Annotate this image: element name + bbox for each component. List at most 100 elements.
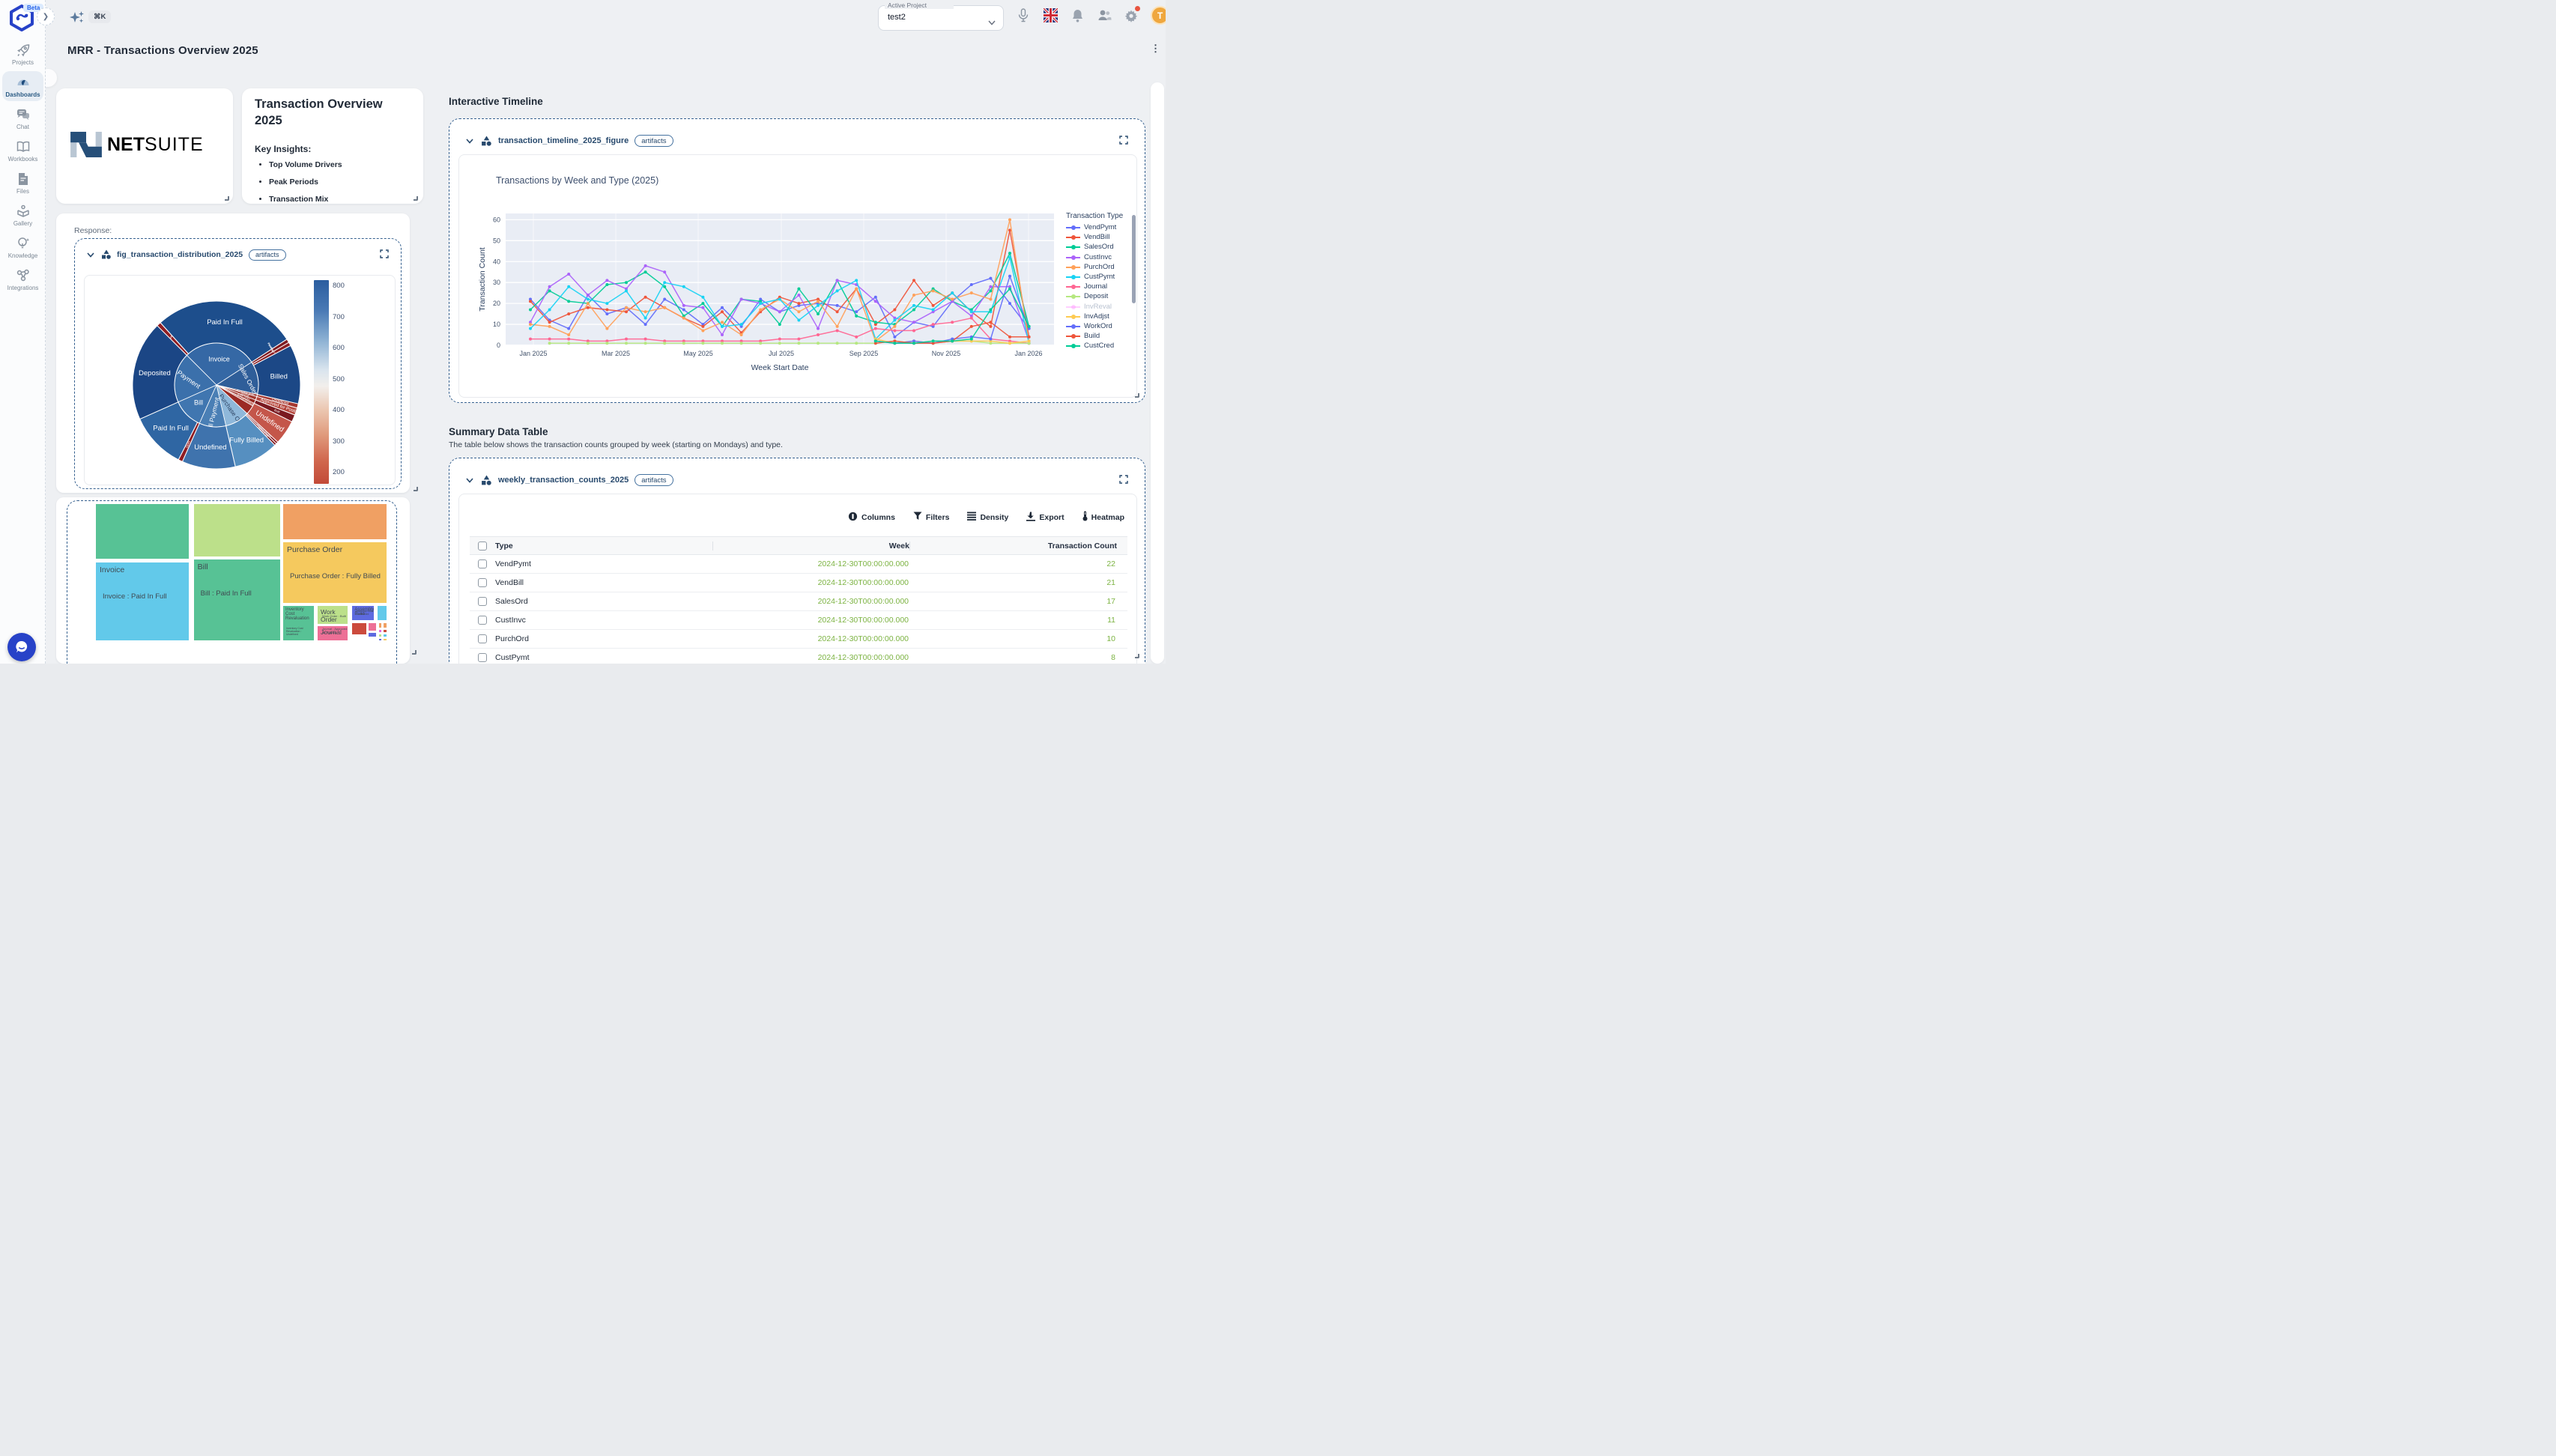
data-point[interactable]	[855, 279, 858, 282]
data-point[interactable]	[663, 339, 667, 343]
data-point[interactable]	[721, 310, 724, 314]
artifacts-badge[interactable]: artifacts	[635, 474, 673, 486]
data-point[interactable]	[893, 308, 897, 312]
data-point[interactable]	[931, 308, 935, 312]
data-point[interactable]	[912, 329, 915, 333]
data-point[interactable]	[989, 339, 993, 343]
export-button[interactable]: Export	[1026, 512, 1065, 524]
data-point[interactable]	[817, 303, 820, 307]
data-point[interactable]	[873, 337, 877, 341]
treemap-cell[interactable]	[282, 503, 387, 540]
data-point[interactable]	[873, 300, 877, 303]
data-point[interactable]	[586, 342, 590, 345]
expand-icon[interactable]	[1119, 136, 1128, 145]
artifacts-badge[interactable]: artifacts	[635, 135, 673, 147]
legend-item-PurchOrd[interactable]: PurchOrd	[1066, 262, 1135, 272]
data-point[interactable]	[529, 337, 532, 341]
users-icon[interactable]	[1097, 8, 1112, 23]
data-point[interactable]	[567, 337, 571, 341]
data-point[interactable]	[625, 342, 628, 345]
data-point[interactable]	[701, 329, 705, 333]
data-point[interactable]	[989, 337, 993, 341]
data-point[interactable]	[701, 306, 705, 309]
data-point[interactable]	[586, 339, 590, 343]
data-point[interactable]	[969, 339, 973, 343]
data-point[interactable]	[625, 306, 628, 309]
row-checkbox[interactable]	[478, 578, 487, 587]
data-point[interactable]	[701, 302, 705, 306]
column-header-count[interactable]: Transaction Count	[1047, 541, 1117, 550]
data-point[interactable]	[912, 339, 915, 343]
data-point[interactable]	[529, 297, 532, 301]
treemap-cell[interactable]	[368, 632, 378, 638]
data-point[interactable]	[931, 310, 935, 314]
artifact-name[interactable]: fig_transaction_distribution_2025	[117, 250, 243, 259]
data-point[interactable]	[797, 337, 801, 341]
data-point[interactable]	[912, 303, 915, 307]
data-point[interactable]	[989, 324, 993, 328]
data-point[interactable]	[835, 310, 839, 314]
treemap-cell[interactable]	[382, 634, 387, 637]
data-point[interactable]	[529, 308, 532, 312]
data-point[interactable]	[625, 310, 628, 314]
data-point[interactable]	[1008, 255, 1011, 259]
data-point[interactable]	[682, 342, 685, 345]
data-point[interactable]	[625, 281, 628, 285]
sidebar-item-dashboards[interactable]: Dashboards	[2, 71, 43, 101]
data-point[interactable]	[759, 339, 763, 343]
active-project-select[interactable]: Active Project test2	[878, 1, 1004, 31]
data-point[interactable]	[969, 310, 973, 314]
treemap-cell[interactable]	[378, 634, 382, 637]
data-point[interactable]	[797, 302, 801, 306]
sidebar-item-knowledge[interactable]: Knowledge	[2, 232, 43, 262]
data-point[interactable]	[931, 339, 935, 343]
data-point[interactable]	[643, 295, 647, 299]
resize-handle[interactable]	[412, 650, 417, 655]
data-point[interactable]	[912, 293, 915, 297]
table-row[interactable]: PurchOrd 2024-12-30T00:00:00.000 10	[470, 630, 1127, 649]
data-point[interactable]	[951, 339, 954, 343]
data-point[interactable]	[759, 297, 763, 301]
resize-handle[interactable]	[1135, 393, 1139, 398]
data-point[interactable]	[759, 302, 763, 306]
data-point[interactable]	[969, 316, 973, 320]
treemap-cell[interactable]: Invoice Invoice : Paid In Full	[95, 561, 190, 641]
data-point[interactable]	[567, 300, 571, 303]
data-point[interactable]	[721, 339, 724, 343]
support-chat-button[interactable]	[7, 633, 36, 661]
data-point[interactable]	[817, 327, 820, 330]
collapse-chevron-icon[interactable]	[87, 252, 94, 258]
data-point[interactable]	[605, 282, 609, 286]
treemap-cell[interactable]: Assembly Build Assembly Build : Undefined	[351, 605, 375, 622]
data-point[interactable]	[759, 308, 763, 312]
resize-handle[interactable]	[414, 487, 418, 491]
data-point[interactable]	[1008, 335, 1011, 339]
treemap-cell[interactable]	[193, 503, 282, 557]
row-checkbox[interactable]	[478, 559, 487, 568]
data-point[interactable]	[835, 289, 839, 293]
data-point[interactable]	[989, 289, 993, 293]
collapse-chevron-icon[interactable]	[466, 138, 473, 144]
data-point[interactable]	[739, 323, 743, 327]
expand-icon[interactable]	[1119, 475, 1128, 484]
data-point[interactable]	[701, 323, 705, 327]
data-point[interactable]	[797, 342, 801, 345]
data-point[interactable]	[1027, 327, 1031, 330]
legend-item-VendBill[interactable]: VendBill	[1066, 232, 1135, 242]
data-point[interactable]	[682, 339, 685, 343]
data-point[interactable]	[567, 342, 571, 345]
data-point[interactable]	[989, 297, 993, 301]
sidebar-item-workbooks[interactable]: Workbooks	[2, 136, 43, 166]
data-point[interactable]	[721, 321, 724, 324]
data-point[interactable]	[1027, 339, 1031, 343]
data-point[interactable]	[682, 314, 685, 318]
data-point[interactable]	[1008, 287, 1011, 291]
data-point[interactable]	[1027, 324, 1031, 328]
data-point[interactable]	[663, 306, 667, 309]
language-flag-icon[interactable]	[1043, 8, 1058, 23]
data-point[interactable]	[721, 333, 724, 337]
data-point[interactable]	[682, 316, 685, 320]
columns-button[interactable]: Columns	[848, 512, 895, 524]
data-point[interactable]	[951, 337, 954, 341]
data-point[interactable]	[663, 270, 667, 274]
